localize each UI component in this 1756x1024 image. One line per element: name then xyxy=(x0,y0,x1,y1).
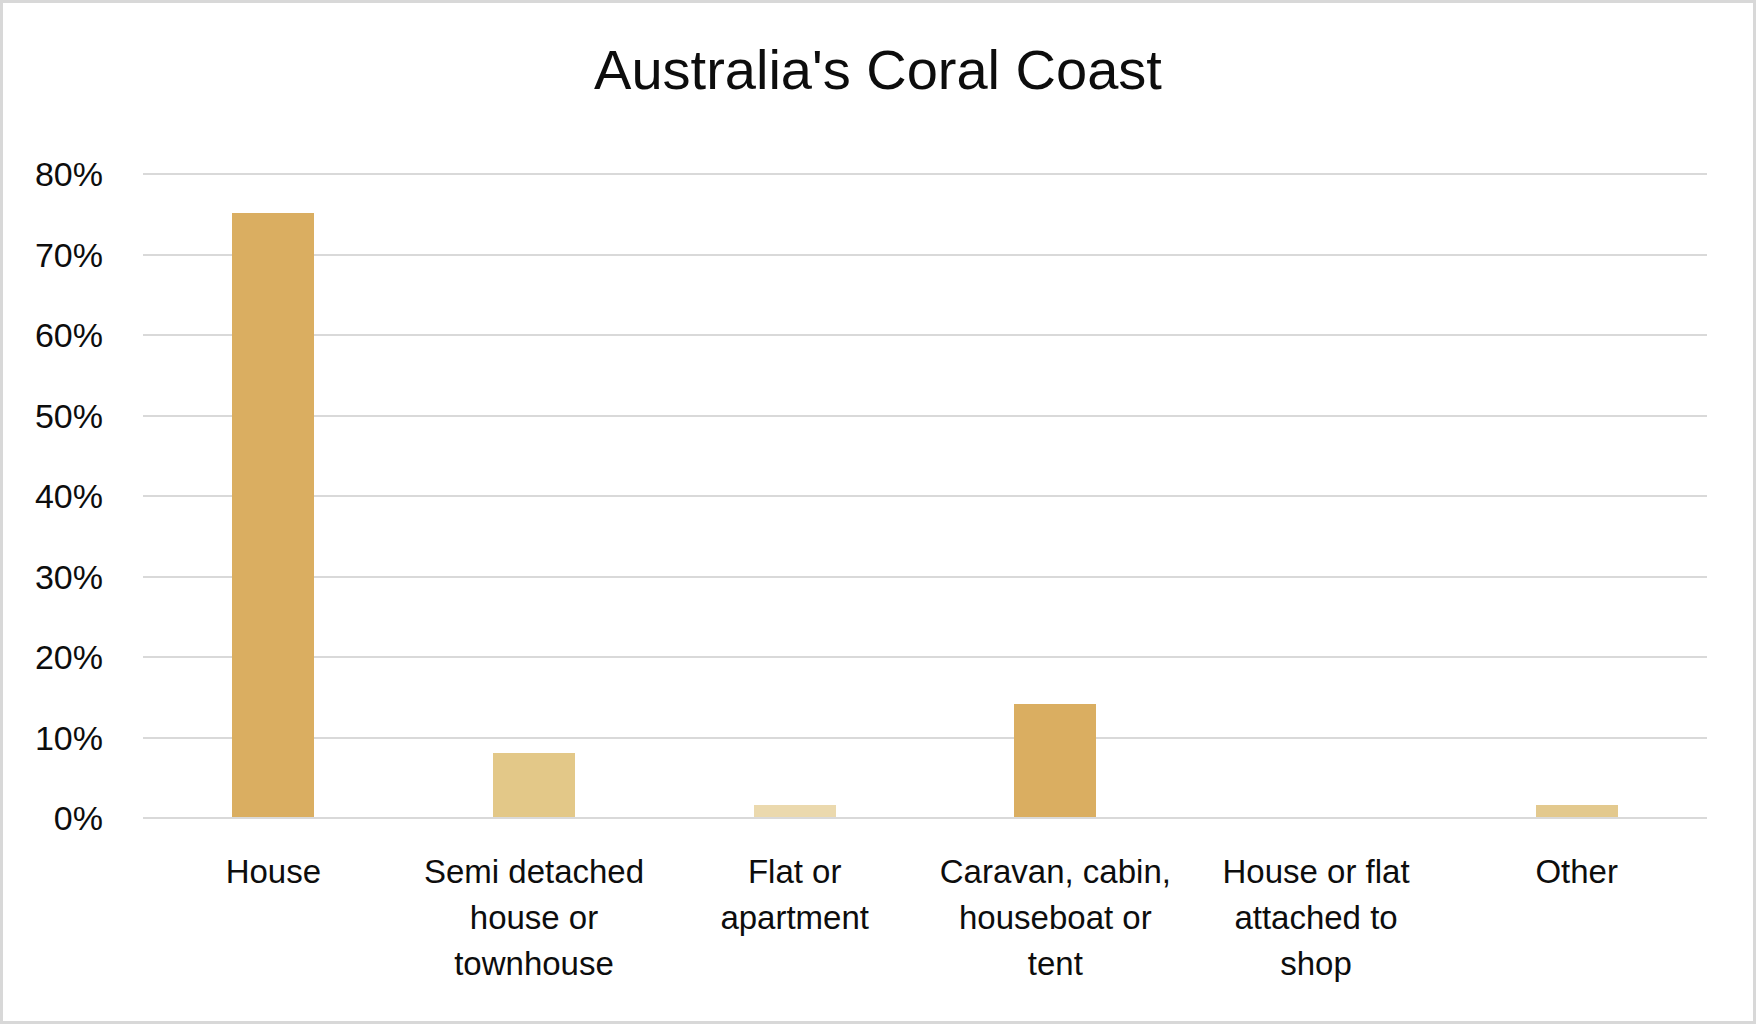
y-axis-tick-label: 70% xyxy=(3,235,103,274)
y-axis-tick-label: 10% xyxy=(3,718,103,757)
plot-area: 80%70%60%50%40%30%20%10%0% xyxy=(143,173,1707,817)
chart-title: Australia's Coral Coast xyxy=(3,37,1753,102)
y-axis-tick-label: 40% xyxy=(3,477,103,516)
x-axis-category-label: Caravan, cabin,houseboat ortent xyxy=(925,849,1186,987)
chart-canvas: Australia's Coral Coast 80%70%60%50%40%3… xyxy=(0,0,1756,1024)
y-axis-tick-label: 20% xyxy=(3,638,103,677)
bar-flat xyxy=(754,805,836,817)
x-axis-category-label: Other xyxy=(1446,849,1707,895)
x-axis-category-label: Semi detachedhouse ortownhouse xyxy=(404,849,665,987)
bar-semi xyxy=(493,753,575,817)
x-axis-labels: HouseSemi detachedhouse ortownhouseFlat … xyxy=(143,849,1707,987)
bar-slot xyxy=(143,173,404,817)
bar-other xyxy=(1536,805,1618,817)
y-axis-tick-label: 0% xyxy=(3,799,103,838)
bar-slot xyxy=(925,173,1186,817)
bar-slot xyxy=(1186,173,1447,817)
y-axis-tick-label: 30% xyxy=(3,557,103,596)
y-axis-tick-label: 60% xyxy=(3,316,103,355)
bar-slot xyxy=(664,173,925,817)
bar-caravan xyxy=(1014,704,1096,817)
x-axis-category-label: House or flatattached toshop xyxy=(1186,849,1447,987)
bar-slot xyxy=(404,173,665,817)
y-axis-tick-label: 50% xyxy=(3,396,103,435)
bar-slot xyxy=(1446,173,1707,817)
y-axis-tick-label: 80% xyxy=(3,155,103,194)
bar-series xyxy=(143,173,1707,817)
bar-house xyxy=(232,213,314,817)
x-axis-category-label: Flat orapartment xyxy=(664,849,925,941)
x-axis-category-label: House xyxy=(143,849,404,895)
gridline xyxy=(143,817,1707,819)
